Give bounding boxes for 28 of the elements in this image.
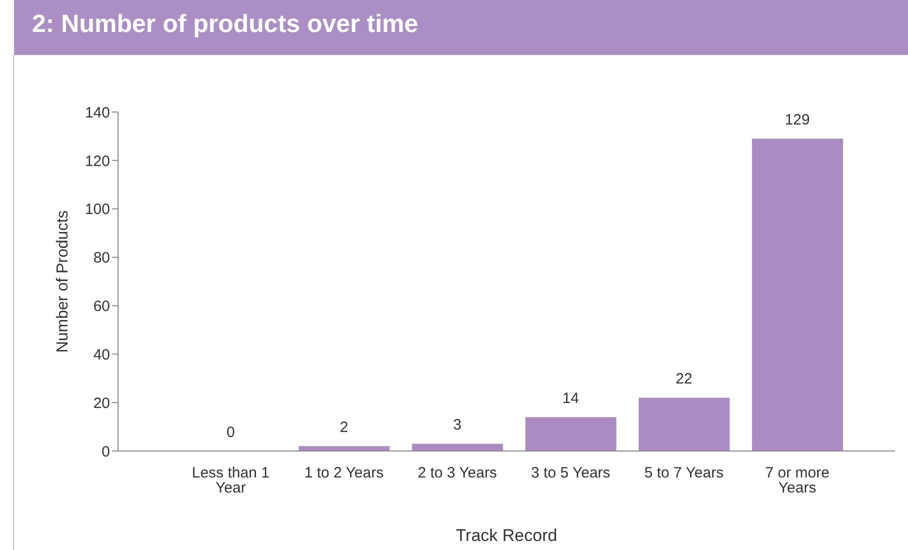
data-label: 2 xyxy=(340,419,348,436)
bar xyxy=(298,446,390,451)
data-label: 14 xyxy=(562,390,580,408)
x-tick-label: 1 to 2 Years xyxy=(304,464,384,482)
bar xyxy=(525,417,616,451)
data-label: 3 xyxy=(453,416,462,434)
y-tick-label: 40 xyxy=(93,346,110,364)
bar xyxy=(412,444,503,451)
x-axis-title: Track Record xyxy=(456,526,558,545)
bar xyxy=(752,138,843,451)
y-tick-label: 100 xyxy=(84,201,110,218)
x-tick-label: 3 to 5 Years xyxy=(531,464,610,482)
data-label: 129 xyxy=(784,112,810,129)
y-tick-label: 80 xyxy=(93,250,110,267)
x-tick-label: 7 or more Years xyxy=(765,464,830,497)
data-label: 22 xyxy=(676,370,692,388)
chart-title: 2: Number of products over time xyxy=(32,10,418,39)
y-tick-label: 20 xyxy=(93,394,110,412)
y-axis-title: Number of Products xyxy=(54,210,72,353)
y-tick-label: 0 xyxy=(102,443,110,460)
y-tick-label: 140 xyxy=(84,104,110,122)
y-tick-label: 60 xyxy=(93,298,110,316)
data-label: 0 xyxy=(226,424,235,441)
y-tick-label: 120 xyxy=(84,152,110,170)
x-tick-label: 5 to 7 Years xyxy=(644,464,724,482)
x-tick-label: 2 to 3 Years xyxy=(418,464,497,482)
bar xyxy=(638,398,730,451)
x-tick-label: Less than 1 Year xyxy=(192,464,270,497)
